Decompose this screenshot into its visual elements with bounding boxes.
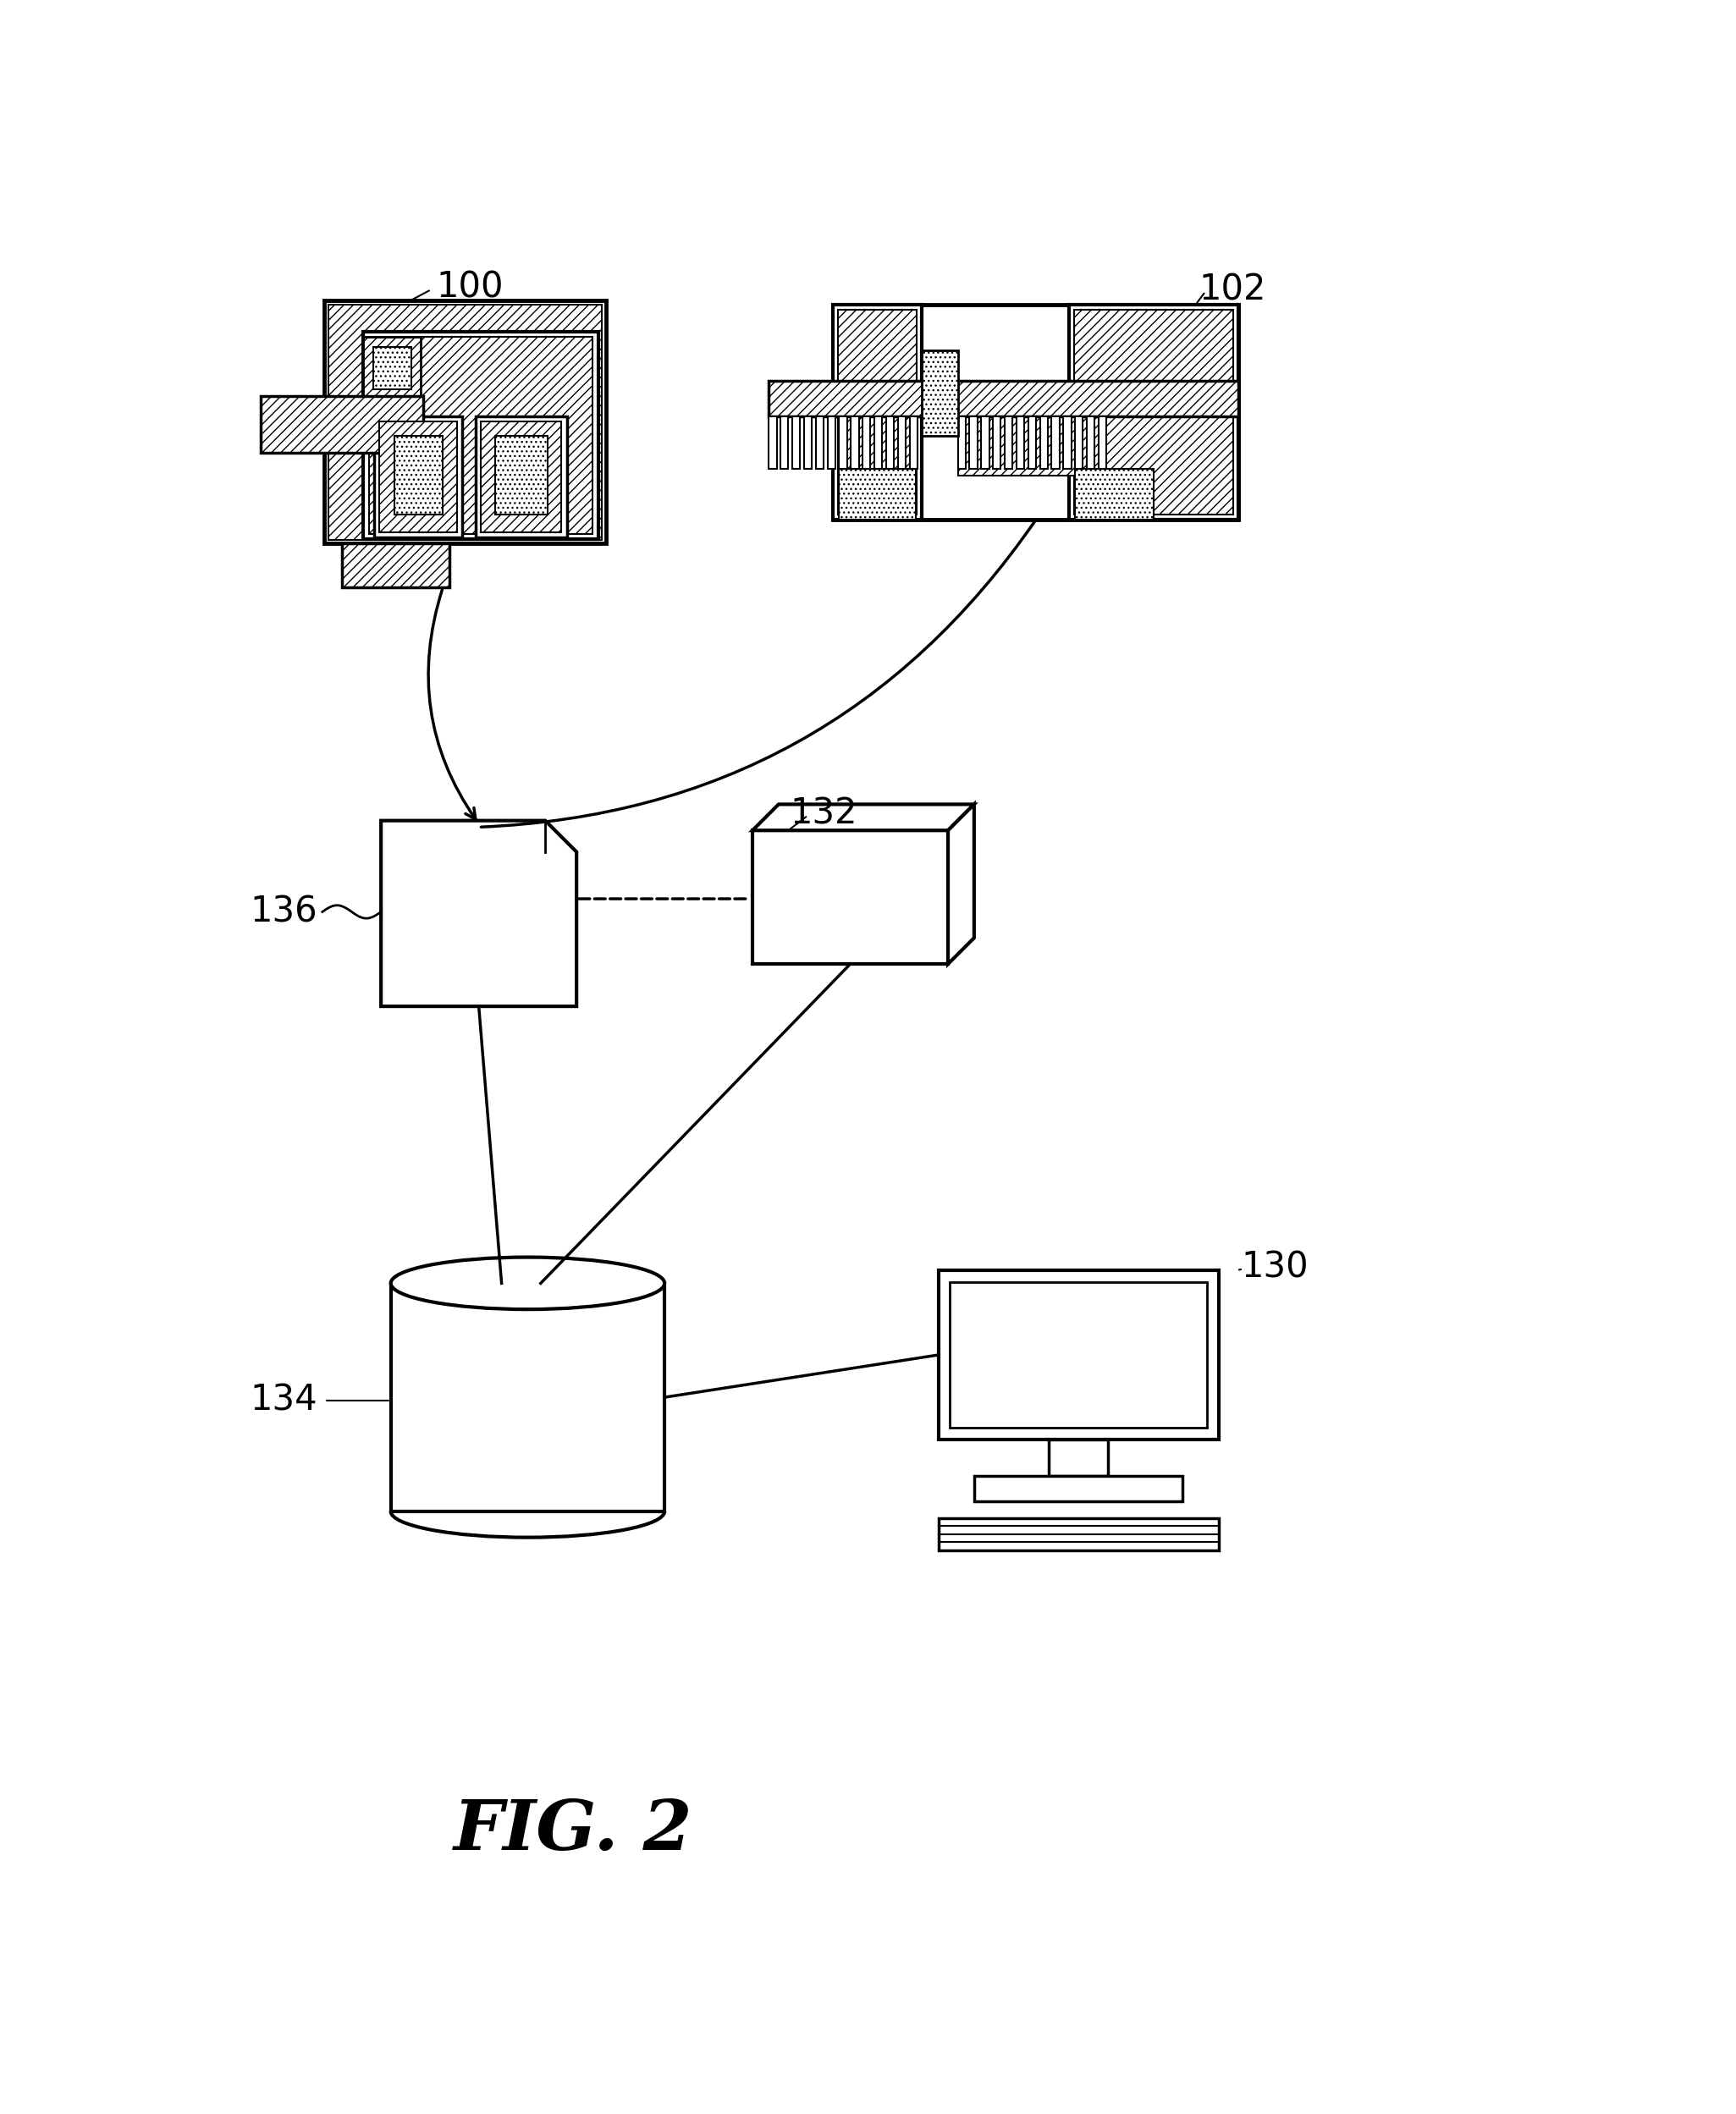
Bar (910, 416, 917, 469)
Text: 102: 102 (1200, 273, 1266, 307)
Bar (833, 304, 922, 520)
Bar (851, 416, 859, 469)
Bar (391, 1283, 665, 1512)
Bar (260, 395, 424, 452)
Bar (950, 1281, 1207, 1427)
Bar (363, 332, 597, 539)
Bar (833, 304, 1238, 520)
Bar (342, 543, 450, 588)
Bar (1087, 416, 1095, 469)
Bar (769, 381, 1238, 416)
Bar (325, 300, 606, 543)
Bar (1017, 416, 1024, 469)
Bar (937, 1518, 1219, 1550)
Bar (476, 416, 566, 537)
Text: 100: 100 (436, 271, 503, 304)
Bar (373, 347, 411, 389)
Polygon shape (752, 803, 974, 831)
Bar (974, 1476, 1182, 1501)
Bar (898, 416, 906, 469)
Bar (363, 336, 420, 410)
Bar (495, 435, 547, 514)
Bar (368, 336, 592, 535)
Bar (378, 423, 457, 533)
Bar (1075, 416, 1083, 469)
Text: 130: 130 (1241, 1249, 1309, 1285)
Bar (885, 416, 894, 469)
Bar (1075, 311, 1233, 514)
Bar (875, 416, 882, 469)
Bar (969, 416, 977, 469)
Bar (781, 416, 788, 469)
Bar (481, 423, 561, 533)
Bar (394, 435, 443, 514)
Bar (1049, 1440, 1108, 1476)
Bar (1064, 416, 1071, 469)
Bar (328, 304, 602, 539)
Bar (1052, 416, 1059, 469)
Bar (828, 416, 835, 469)
Bar (922, 351, 958, 435)
Bar (838, 311, 917, 514)
Bar (373, 416, 462, 537)
Bar (1028, 416, 1036, 469)
Bar (958, 416, 1075, 476)
Bar (863, 416, 870, 469)
Text: 134: 134 (250, 1383, 318, 1418)
Bar (838, 416, 847, 469)
Bar (993, 416, 1002, 469)
Bar (937, 1271, 1219, 1440)
Bar (1099, 416, 1106, 469)
Polygon shape (948, 803, 974, 964)
Bar (981, 416, 990, 469)
Bar (769, 416, 776, 469)
Bar (792, 416, 800, 469)
Bar (1040, 416, 1049, 469)
Bar (1069, 304, 1238, 520)
Bar (958, 416, 965, 469)
Bar (816, 416, 823, 469)
Text: 136: 136 (250, 894, 318, 930)
Polygon shape (380, 820, 576, 1006)
Text: FIG. 2: FIG. 2 (453, 1797, 693, 1865)
Text: 132: 132 (790, 797, 858, 831)
Bar (1005, 416, 1012, 469)
Ellipse shape (391, 1258, 665, 1309)
Bar (804, 416, 812, 469)
Bar (752, 831, 948, 964)
Bar (838, 469, 915, 520)
Bar (1075, 469, 1153, 520)
